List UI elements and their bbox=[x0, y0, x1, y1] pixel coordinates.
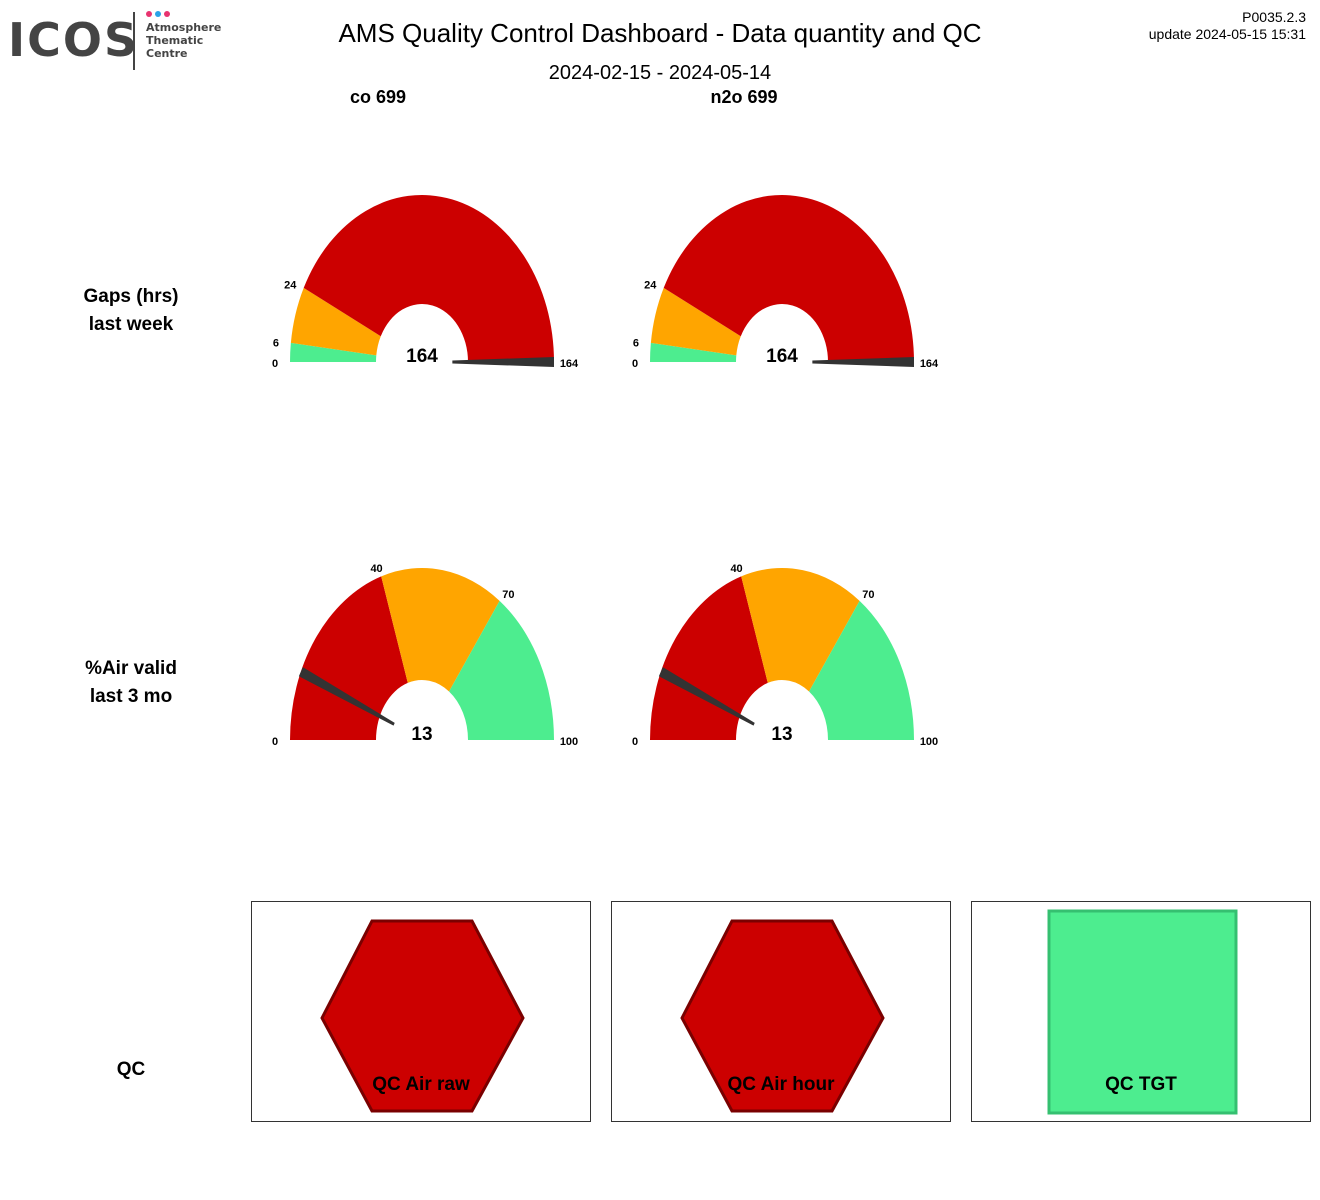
update-timestamp: update 2024-05-15 15:31 bbox=[1148, 26, 1306, 42]
gauge-needle bbox=[812, 357, 914, 367]
logo-divider bbox=[133, 12, 135, 70]
gauge-tick-label: 40 bbox=[730, 563, 742, 575]
row-label-line: %Air valid bbox=[85, 658, 177, 679]
gauge-tick-label: 70 bbox=[502, 589, 514, 601]
qc-panel-air-hour: QC Air hour bbox=[611, 901, 951, 1122]
column-header-co: co 699 bbox=[349, 87, 407, 107]
logo-dots bbox=[146, 11, 170, 17]
column-header-n2o: n2o 699 bbox=[710, 87, 778, 107]
gauge-band bbox=[650, 342, 737, 362]
version-info: P0035.2.3 update 2024-05-15 15:31 bbox=[1149, 9, 1306, 43]
row-label-air-valid: %Air valid last 3 mo bbox=[31, 655, 231, 711]
gauge-tick-label: 0 bbox=[632, 358, 638, 370]
gauge-value: 13 bbox=[771, 724, 792, 745]
logo-wordmark: ICOS bbox=[8, 13, 140, 67]
qc-label: QC Air hour bbox=[727, 1074, 835, 1095]
gauge-tick-label: 0 bbox=[272, 736, 278, 748]
qc-panel-air-raw: QC Air raw bbox=[251, 901, 591, 1122]
gauge-value: 164 bbox=[766, 346, 798, 367]
gauge-needle bbox=[452, 357, 554, 367]
gauge-band bbox=[290, 342, 377, 362]
qc-label: QC Air raw bbox=[372, 1074, 470, 1095]
gauge-band bbox=[650, 576, 768, 740]
gauge-tick-label: 0 bbox=[272, 358, 278, 370]
hexagon-shape bbox=[680, 919, 885, 1113]
qc-label: QC TGT bbox=[1105, 1074, 1177, 1095]
hexagon-shape bbox=[320, 919, 525, 1113]
version-label: P0035.2.3 bbox=[1242, 9, 1306, 25]
gauge-tick-label: 6 bbox=[633, 338, 639, 350]
gauge-tick-label: 70 bbox=[862, 589, 874, 601]
row-label-gaps: Gaps (hrs) last week bbox=[31, 283, 231, 339]
gauge-band bbox=[290, 576, 408, 740]
gauge-n2o-gaps: 0 6 24 164 164 bbox=[632, 195, 939, 370]
logo-dot bbox=[164, 11, 170, 17]
gauge-tick-label: 100 bbox=[920, 736, 938, 748]
gauge-tick-label: 164 bbox=[560, 358, 579, 370]
gauge-band bbox=[290, 287, 381, 356]
gauge-value: 13 bbox=[411, 724, 432, 745]
gauge-tick-label: 40 bbox=[370, 563, 382, 575]
gauge-band bbox=[449, 600, 554, 740]
logo-subtitle-line: Centre bbox=[146, 47, 188, 60]
square-status-icon bbox=[1047, 909, 1238, 1115]
gauge-band bbox=[303, 194, 554, 362]
row-label-line: last week bbox=[88, 314, 174, 335]
gauge-tick-label: 24 bbox=[644, 279, 657, 291]
gauge-tick-label: 164 bbox=[920, 358, 939, 370]
logo-subtitle-line: Atmosphere bbox=[146, 21, 222, 34]
gauge-co-gaps: 0 6 24 164 164 bbox=[272, 194, 579, 370]
logo-subtitle: Atmosphere Thematic Centre bbox=[146, 21, 221, 60]
logo-dot bbox=[146, 11, 152, 17]
row-label-qc: QC bbox=[116, 1059, 146, 1080]
hexagon-status-icon bbox=[680, 919, 885, 1113]
gauge-n2o-air-valid: 0 40 70 100 13 bbox=[632, 563, 938, 748]
gauge-tick-label: 24 bbox=[284, 279, 297, 291]
gauge-tick-label: 6 bbox=[273, 338, 279, 350]
gauge-needle bbox=[298, 667, 395, 726]
logo-dot bbox=[155, 11, 161, 17]
page-title: AMS Quality Control Dashboard - Data qua… bbox=[338, 18, 982, 48]
gauge-co-air-valid: 0 40 70 100 13 bbox=[272, 563, 578, 748]
gauge-tick-label: 0 bbox=[632, 736, 638, 748]
row-label-line: last 3 mo bbox=[89, 686, 173, 707]
qc-panel-tgt: QC TGT bbox=[971, 901, 1311, 1122]
date-range: 2024-02-15 - 2024-05-14 bbox=[548, 62, 772, 84]
gauge-band bbox=[381, 568, 500, 692]
gauge-band bbox=[809, 600, 914, 740]
logo-subtitle-line: Thematic bbox=[146, 34, 204, 47]
gauge-band bbox=[650, 287, 741, 356]
gauge-value: 164 bbox=[406, 346, 438, 367]
row-label-line: Gaps (hrs) bbox=[83, 286, 179, 307]
gauge-tick-label: 100 bbox=[560, 736, 578, 748]
square-shape bbox=[1047, 909, 1238, 1115]
gauge-needle bbox=[658, 667, 755, 726]
gauge-band bbox=[741, 568, 860, 692]
hexagon-status-icon bbox=[320, 919, 525, 1113]
gauge-band bbox=[663, 195, 914, 362]
